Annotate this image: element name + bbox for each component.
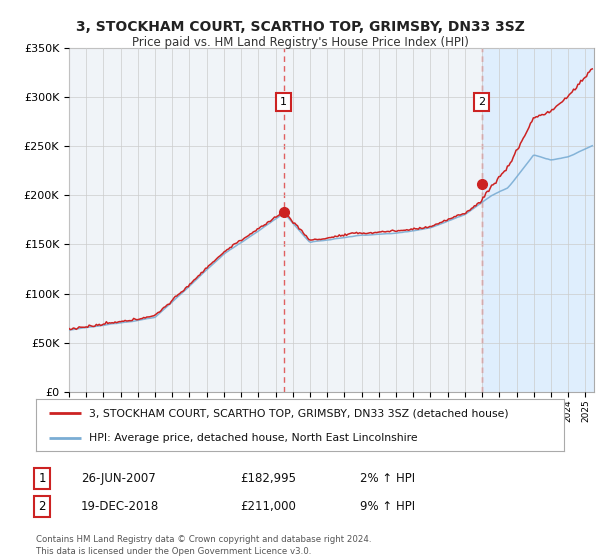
Bar xyxy=(482,48,600,392)
Text: 2% ↑ HPI: 2% ↑ HPI xyxy=(360,472,415,486)
Text: 26-JUN-2007: 26-JUN-2007 xyxy=(81,472,156,486)
Text: 2: 2 xyxy=(478,97,485,107)
Text: HPI: Average price, detached house, North East Lincolnshire: HPI: Average price, detached house, Nort… xyxy=(89,433,418,443)
Text: 3, STOCKHAM COURT, SCARTHO TOP, GRIMSBY, DN33 3SZ (detached house): 3, STOCKHAM COURT, SCARTHO TOP, GRIMSBY,… xyxy=(89,408,508,418)
Text: £182,995: £182,995 xyxy=(240,472,296,486)
Text: Contains HM Land Registry data © Crown copyright and database right 2024.
This d: Contains HM Land Registry data © Crown c… xyxy=(36,535,371,556)
Text: 3, STOCKHAM COURT, SCARTHO TOP, GRIMSBY, DN33 3SZ: 3, STOCKHAM COURT, SCARTHO TOP, GRIMSBY,… xyxy=(76,20,524,34)
Text: 19-DEC-2018: 19-DEC-2018 xyxy=(81,500,159,514)
Text: 9% ↑ HPI: 9% ↑ HPI xyxy=(360,500,415,514)
Text: Price paid vs. HM Land Registry's House Price Index (HPI): Price paid vs. HM Land Registry's House … xyxy=(131,36,469,49)
Text: 1: 1 xyxy=(38,472,46,486)
Text: 2: 2 xyxy=(38,500,46,514)
Text: 1: 1 xyxy=(280,97,287,107)
Text: £211,000: £211,000 xyxy=(240,500,296,514)
